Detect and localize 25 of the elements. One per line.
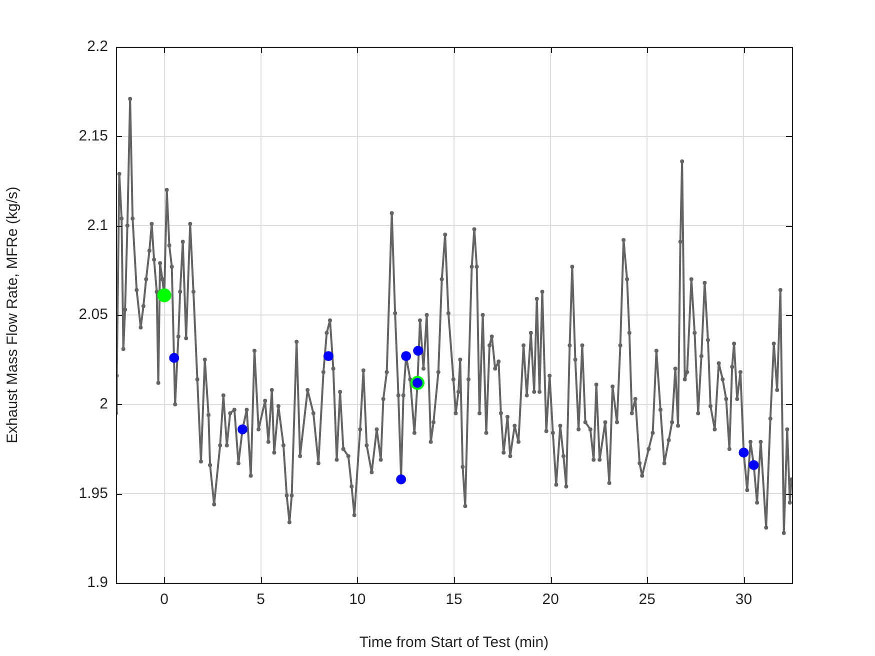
point	[169, 352, 180, 363]
point	[157, 288, 172, 302]
y-tick-label: 1.95	[78, 484, 108, 502]
point	[748, 460, 759, 470]
x-tick-label: 30	[735, 591, 752, 608]
point	[323, 351, 334, 362]
x-axis-title: Time from Start of Test (min)	[359, 634, 549, 652]
point	[401, 351, 412, 362]
y-axis-title: Exhaust Mass Flow Rate, MFRe (kg/s)	[4, 186, 22, 444]
y-tick-label: 2	[100, 395, 108, 412]
point	[238, 424, 248, 434]
y-tick-label: 2.05	[78, 306, 108, 324]
x-tick-label: 0	[160, 591, 168, 608]
point	[738, 448, 749, 458]
x-tick-label: 15	[446, 591, 462, 608]
x-tick-label: 5	[256, 591, 266, 608]
x-tick-label: 10	[349, 591, 366, 608]
x-tick-label: 20	[542, 591, 559, 608]
y-tick-label: 2.15	[78, 127, 108, 144]
point	[396, 474, 406, 484]
x-tick-label: 25	[638, 591, 656, 608]
y-tick-label: 2.2	[87, 38, 108, 56]
point	[413, 346, 424, 356]
y-tick-label: 2.1	[87, 216, 108, 234]
y-tick-label: 1.9	[87, 574, 108, 592]
